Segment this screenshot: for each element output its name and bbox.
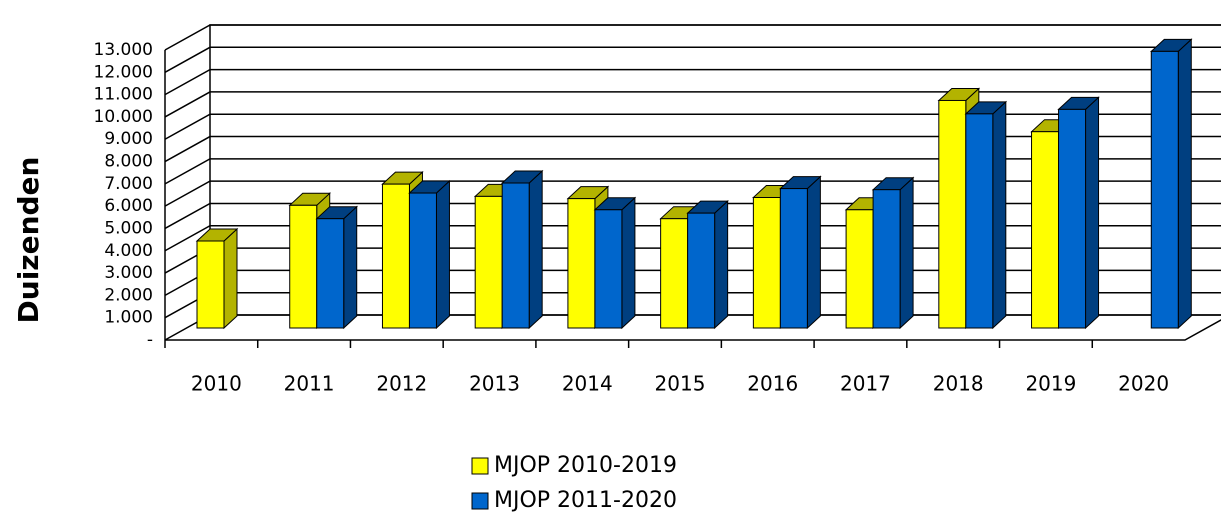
legend-label: MJOP 2011-2020	[494, 488, 677, 513]
bar-front	[381, 183, 410, 329]
legend-swatch	[471, 457, 489, 475]
x-tick-label: 2011	[284, 372, 335, 396]
bar-front	[316, 218, 345, 329]
bar	[871, 176, 915, 330]
bar-front	[779, 188, 808, 329]
bar	[686, 199, 729, 330]
bar-side	[714, 199, 729, 330]
bar-front	[845, 209, 874, 329]
legend-label: MJOP 2010-2019	[494, 453, 677, 478]
bar-front	[965, 113, 994, 329]
grid-line	[164, 91, 1221, 118]
bar	[1149, 38, 1193, 330]
bar-side	[435, 179, 450, 330]
x-tick-label: 2020	[1118, 372, 1169, 396]
y-tick-label: 11.000	[94, 85, 153, 105]
y-tick-label: 12.000	[94, 62, 153, 82]
x-tick-label: 2012	[376, 372, 427, 396]
y-tick-label: 6.000	[104, 196, 153, 216]
y-axis-label: Duizenden	[12, 157, 45, 324]
bar-side	[621, 196, 636, 330]
legend-swatch	[471, 492, 489, 510]
bar-front	[938, 99, 967, 329]
bar-side	[992, 100, 1007, 330]
x-tick-label: 2014	[562, 372, 613, 396]
y-tick-label: 2.000	[104, 285, 153, 305]
y-tick-label: 4.000	[104, 241, 153, 261]
bar	[195, 227, 239, 330]
grid-line	[164, 113, 1221, 140]
x-tick-label: 2010	[191, 372, 242, 396]
y-tick-label: 1.000	[104, 308, 153, 328]
bar-front	[1058, 108, 1087, 329]
y-tick-label: 13.000	[94, 40, 153, 60]
bar-side	[806, 175, 821, 330]
x-tick-label: 2013	[469, 372, 520, 396]
y-tick-label: 5.000	[104, 218, 153, 238]
grid-line	[164, 135, 1221, 163]
x-tick-label: 2016	[747, 372, 798, 396]
grid-line	[164, 158, 1221, 185]
x-tick-label: 2019	[1025, 372, 1076, 396]
y-tick-label: -	[147, 330, 153, 350]
bar	[315, 205, 359, 330]
bar-front	[567, 198, 596, 329]
bar-front	[474, 195, 503, 329]
x-tick-label: 2017	[840, 372, 891, 396]
bar-front	[196, 240, 225, 329]
grid-line	[164, 46, 1221, 73]
bar-front	[752, 197, 781, 329]
bar-front	[594, 209, 623, 329]
bar-front	[872, 189, 901, 329]
bar-front	[660, 218, 689, 329]
bar	[593, 196, 637, 330]
bar-side	[899, 176, 914, 330]
bar-side	[343, 205, 358, 330]
y-tick-label: 9.000	[104, 129, 153, 149]
y-tick-label: 3.000	[104, 263, 153, 283]
bar-front	[408, 192, 437, 329]
bar	[1057, 96, 1100, 330]
bar-side	[223, 227, 238, 330]
y-tick-label: 8.000	[104, 152, 153, 172]
y-tick-label: 7.000	[104, 174, 153, 194]
bar-side	[1085, 96, 1100, 330]
grid-line	[164, 68, 1221, 96]
x-tick-label: 2018	[933, 372, 984, 396]
bar	[779, 175, 822, 330]
bar-side	[528, 169, 543, 330]
bar-front	[1150, 50, 1179, 329]
bar-front	[1031, 131, 1060, 329]
y-tick-label: 10.000	[94, 107, 153, 127]
bar-front	[289, 204, 318, 329]
bar-side	[1177, 38, 1192, 330]
bar-front	[687, 212, 716, 329]
bar-front	[501, 182, 530, 329]
x-tick-label: 2015	[655, 372, 706, 396]
bar	[500, 169, 544, 330]
grid-line	[164, 24, 1221, 51]
bar	[964, 100, 1008, 330]
bar	[408, 179, 451, 330]
floor	[165, 319, 1221, 341]
